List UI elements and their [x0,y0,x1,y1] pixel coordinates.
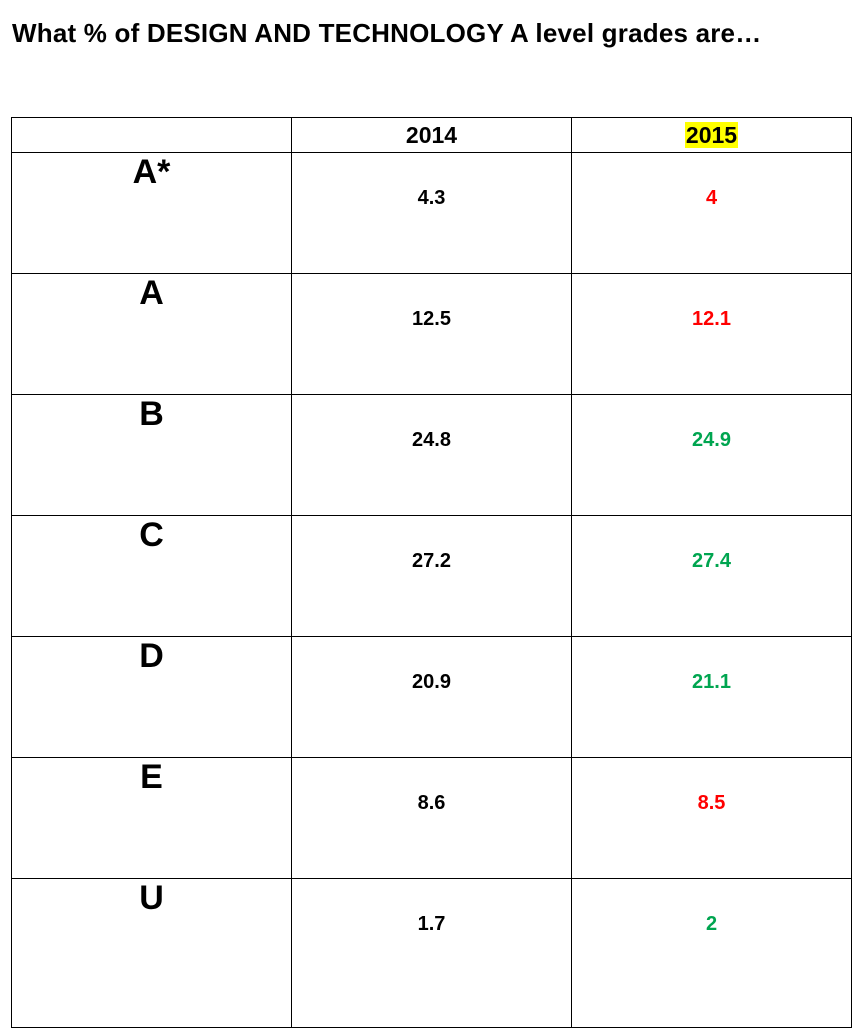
table-row: D 20.9 21.1 [11,636,852,758]
value-2014: 27.2 [291,515,572,637]
grade-cell: B [11,394,292,516]
value-2014: 24.8 [291,394,572,516]
value-2014: 20.9 [291,636,572,758]
table-row: U 1.7 2 [11,878,852,1028]
value-2015: 2 [571,878,852,1028]
value-2014: 4.3 [291,152,572,274]
value-2015: 24.9 [571,394,852,516]
value-2015: 4 [571,152,852,274]
table-row: A 12.5 12.1 [11,273,852,395]
value-2015: 8.5 [571,757,852,879]
value-2014: 1.7 [291,878,572,1028]
table-row: A* 4.3 4 [11,152,852,274]
value-2015: 21.1 [571,636,852,758]
value-2014: 12.5 [291,273,572,395]
header-2014: 2014 [291,117,572,153]
table-header-row: 2014 2015 [11,117,852,153]
page-title: What % of DESIGN AND TECHNOLOGY A level … [12,18,762,48]
grade-cell: E [11,757,292,879]
grade-cell: U [11,878,292,1028]
header-2015-highlight: 2015 [684,121,739,148]
grade-cell: A [11,273,292,395]
header-grade [11,117,292,153]
grades-table: 2014 2015 A* 4.3 4 A 12.5 12.1 B 24.8 24… [11,117,852,1028]
table-row: C 27.2 27.4 [11,515,852,637]
table-row: E 8.6 8.5 [11,757,852,879]
header-2015: 2015 [571,117,852,153]
table-row: B 24.8 24.9 [11,394,852,516]
value-2014: 8.6 [291,757,572,879]
value-2015: 27.4 [571,515,852,637]
grade-cell: C [11,515,292,637]
value-2015: 12.1 [571,273,852,395]
grade-cell: A* [11,152,292,274]
grade-cell: D [11,636,292,758]
